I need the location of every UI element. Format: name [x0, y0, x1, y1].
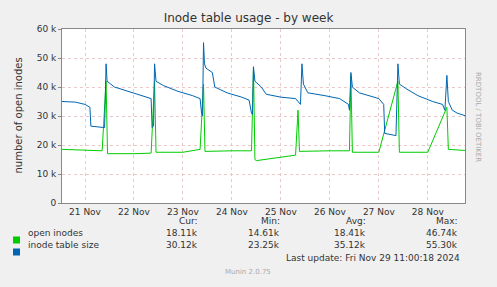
- svg-text:number of open inodes: number of open inodes: [13, 57, 24, 173]
- svg-text:inode table size: inode table size: [28, 240, 99, 250]
- svg-text:Cur:: Cur:: [179, 216, 198, 226]
- svg-text:Max:: Max:: [436, 216, 458, 226]
- svg-text:Last update: Fri Nov 29 11:00:: Last update: Fri Nov 29 11:00:18 2024: [286, 253, 460, 263]
- svg-text:18.11k: 18.11k: [166, 228, 198, 238]
- svg-text:open inodes: open inodes: [28, 228, 83, 238]
- svg-text:Avg:: Avg:: [346, 216, 366, 226]
- svg-text:Munin 2.0.75: Munin 2.0.75: [225, 268, 271, 276]
- svg-text:0: 0: [50, 198, 56, 208]
- svg-text:35.12k: 35.12k: [334, 240, 366, 250]
- svg-text:21 Nov: 21 Nov: [69, 207, 102, 217]
- svg-text:26 Nov: 26 Nov: [314, 207, 347, 217]
- svg-text:10 k: 10 k: [37, 169, 57, 179]
- svg-text:24 Nov: 24 Nov: [216, 207, 249, 217]
- svg-text:18.41k: 18.41k: [334, 228, 366, 238]
- svg-text:23.25k: 23.25k: [248, 240, 280, 250]
- svg-text:14.61k: 14.61k: [248, 228, 280, 238]
- svg-text:30.12k: 30.12k: [166, 240, 198, 250]
- svg-text:60 k: 60 k: [37, 24, 57, 34]
- svg-text:Min:: Min:: [261, 216, 280, 226]
- svg-text:22 Nov: 22 Nov: [118, 207, 151, 217]
- svg-text:50 k: 50 k: [37, 53, 57, 63]
- svg-text:30 k: 30 k: [37, 111, 57, 121]
- svg-text:23 Nov: 23 Nov: [167, 207, 200, 217]
- svg-text:40 k: 40 k: [37, 82, 57, 92]
- svg-text:25 Nov: 25 Nov: [265, 207, 298, 217]
- svg-text:Inode table usage - by week: Inode table usage - by week: [164, 11, 334, 25]
- svg-text:RRDTOOL / TOBI OETIKER: RRDTOOL / TOBI OETIKER: [474, 72, 482, 162]
- svg-text:55.30k: 55.30k: [426, 240, 458, 250]
- svg-text:28 Nov: 28 Nov: [412, 207, 445, 217]
- svg-text:27 Nov: 27 Nov: [363, 207, 396, 217]
- svg-text:20 k: 20 k: [37, 140, 57, 150]
- svg-text:46.74k: 46.74k: [426, 228, 458, 238]
